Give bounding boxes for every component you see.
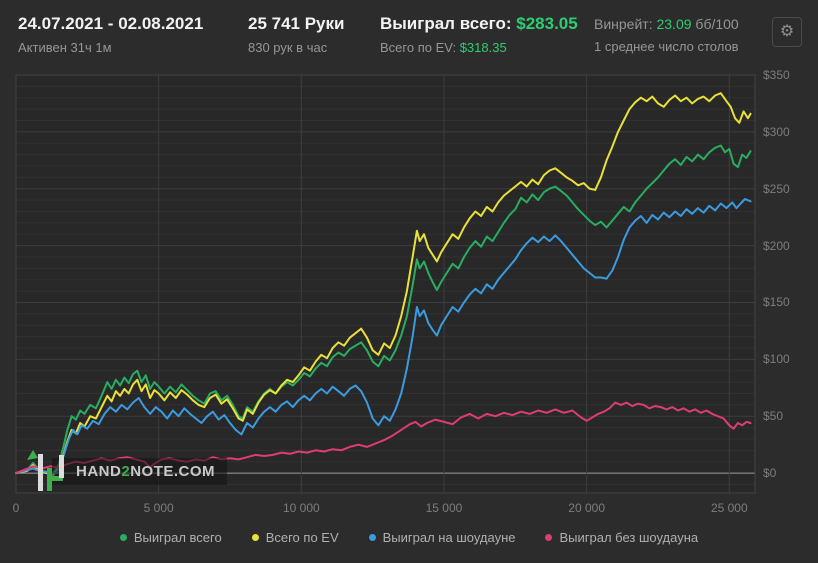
legend-label: Выиграл всего xyxy=(133,530,222,545)
ev-total: Всего по EV: $318.35 xyxy=(380,40,586,55)
x-tick-label: 25 000 xyxy=(710,501,748,515)
x-tick-label: 10 000 xyxy=(282,501,320,515)
ev-label: Всего по EV: xyxy=(380,40,457,55)
x-tick-label: 5 000 xyxy=(143,501,174,515)
legend-dot-icon xyxy=(545,534,553,541)
winrate-value: 23.09 xyxy=(656,16,692,32)
legend-label: Всего по EV xyxy=(265,530,339,545)
ev-value: $318.35 xyxy=(459,40,507,55)
series-line-0 xyxy=(15,144,752,475)
hourly-rate: 830 рук в час xyxy=(248,40,328,55)
legend-dot-icon xyxy=(119,534,127,541)
winrate-unit: бб/100 xyxy=(695,16,739,32)
legend-label: Выиграл на шоудауне xyxy=(382,530,516,545)
legend-item-0[interactable]: Выиграл всего xyxy=(119,530,222,545)
y-tick-label: $150 xyxy=(763,295,790,310)
x-tick-label: 15 000 xyxy=(425,501,463,515)
y-tick-label: $0 xyxy=(763,466,777,481)
won-total-value: $283.05 xyxy=(516,14,578,33)
x-tick-label: 0 xyxy=(12,501,20,515)
won-total: Выиграл всего: $283.05 xyxy=(380,14,586,34)
legend-item-2[interactable]: Выиграл на шоудауне xyxy=(368,530,516,545)
hand2note-logo-icon xyxy=(27,450,64,491)
legend: Выиграл всего Всего по EV Выиграл на шоуда… xyxy=(0,530,818,545)
avg-tables: 1 среднее число столов xyxy=(594,39,739,54)
hand2note-logo: HAND2NOTE.COM xyxy=(26,447,228,495)
y-tick-label: $200 xyxy=(763,238,790,253)
legend-dot-icon xyxy=(368,534,376,541)
legend-dot-icon xyxy=(251,534,259,541)
y-tick-label: $250 xyxy=(763,181,790,196)
series-line-2 xyxy=(15,198,752,475)
legend-item-3[interactable]: Выиграл без шоудауна xyxy=(545,530,698,545)
winrate: Винрейт: 23.09 бб/100 xyxy=(594,16,739,32)
y-tick-label: $350 xyxy=(763,68,790,82)
y-tick-label: $50 xyxy=(763,409,784,424)
legend-item-1[interactable]: Всего по EV xyxy=(251,530,339,545)
hands-count: 25 741 Руки xyxy=(248,14,345,33)
x-tick-label: 20 000 xyxy=(568,501,605,515)
won-total-label: Выиграл всего: xyxy=(380,14,512,33)
y-tick-label: $300 xyxy=(763,124,790,139)
y-tick-label: $100 xyxy=(763,352,790,367)
date-range: 24.07.2021 - 02.08.2021 xyxy=(18,14,204,33)
series-line-1 xyxy=(15,92,752,477)
gear-icon: ⚙ xyxy=(779,23,795,40)
winrate-label: Винрейт: xyxy=(594,16,653,32)
legend-label: Выиграл без шоудауна xyxy=(559,530,699,545)
settings-button[interactable]: ⚙ xyxy=(772,17,802,47)
logo-text: HAND2NOTE.COM xyxy=(52,457,228,485)
active-time: Активен 31ч 1м xyxy=(18,40,112,55)
